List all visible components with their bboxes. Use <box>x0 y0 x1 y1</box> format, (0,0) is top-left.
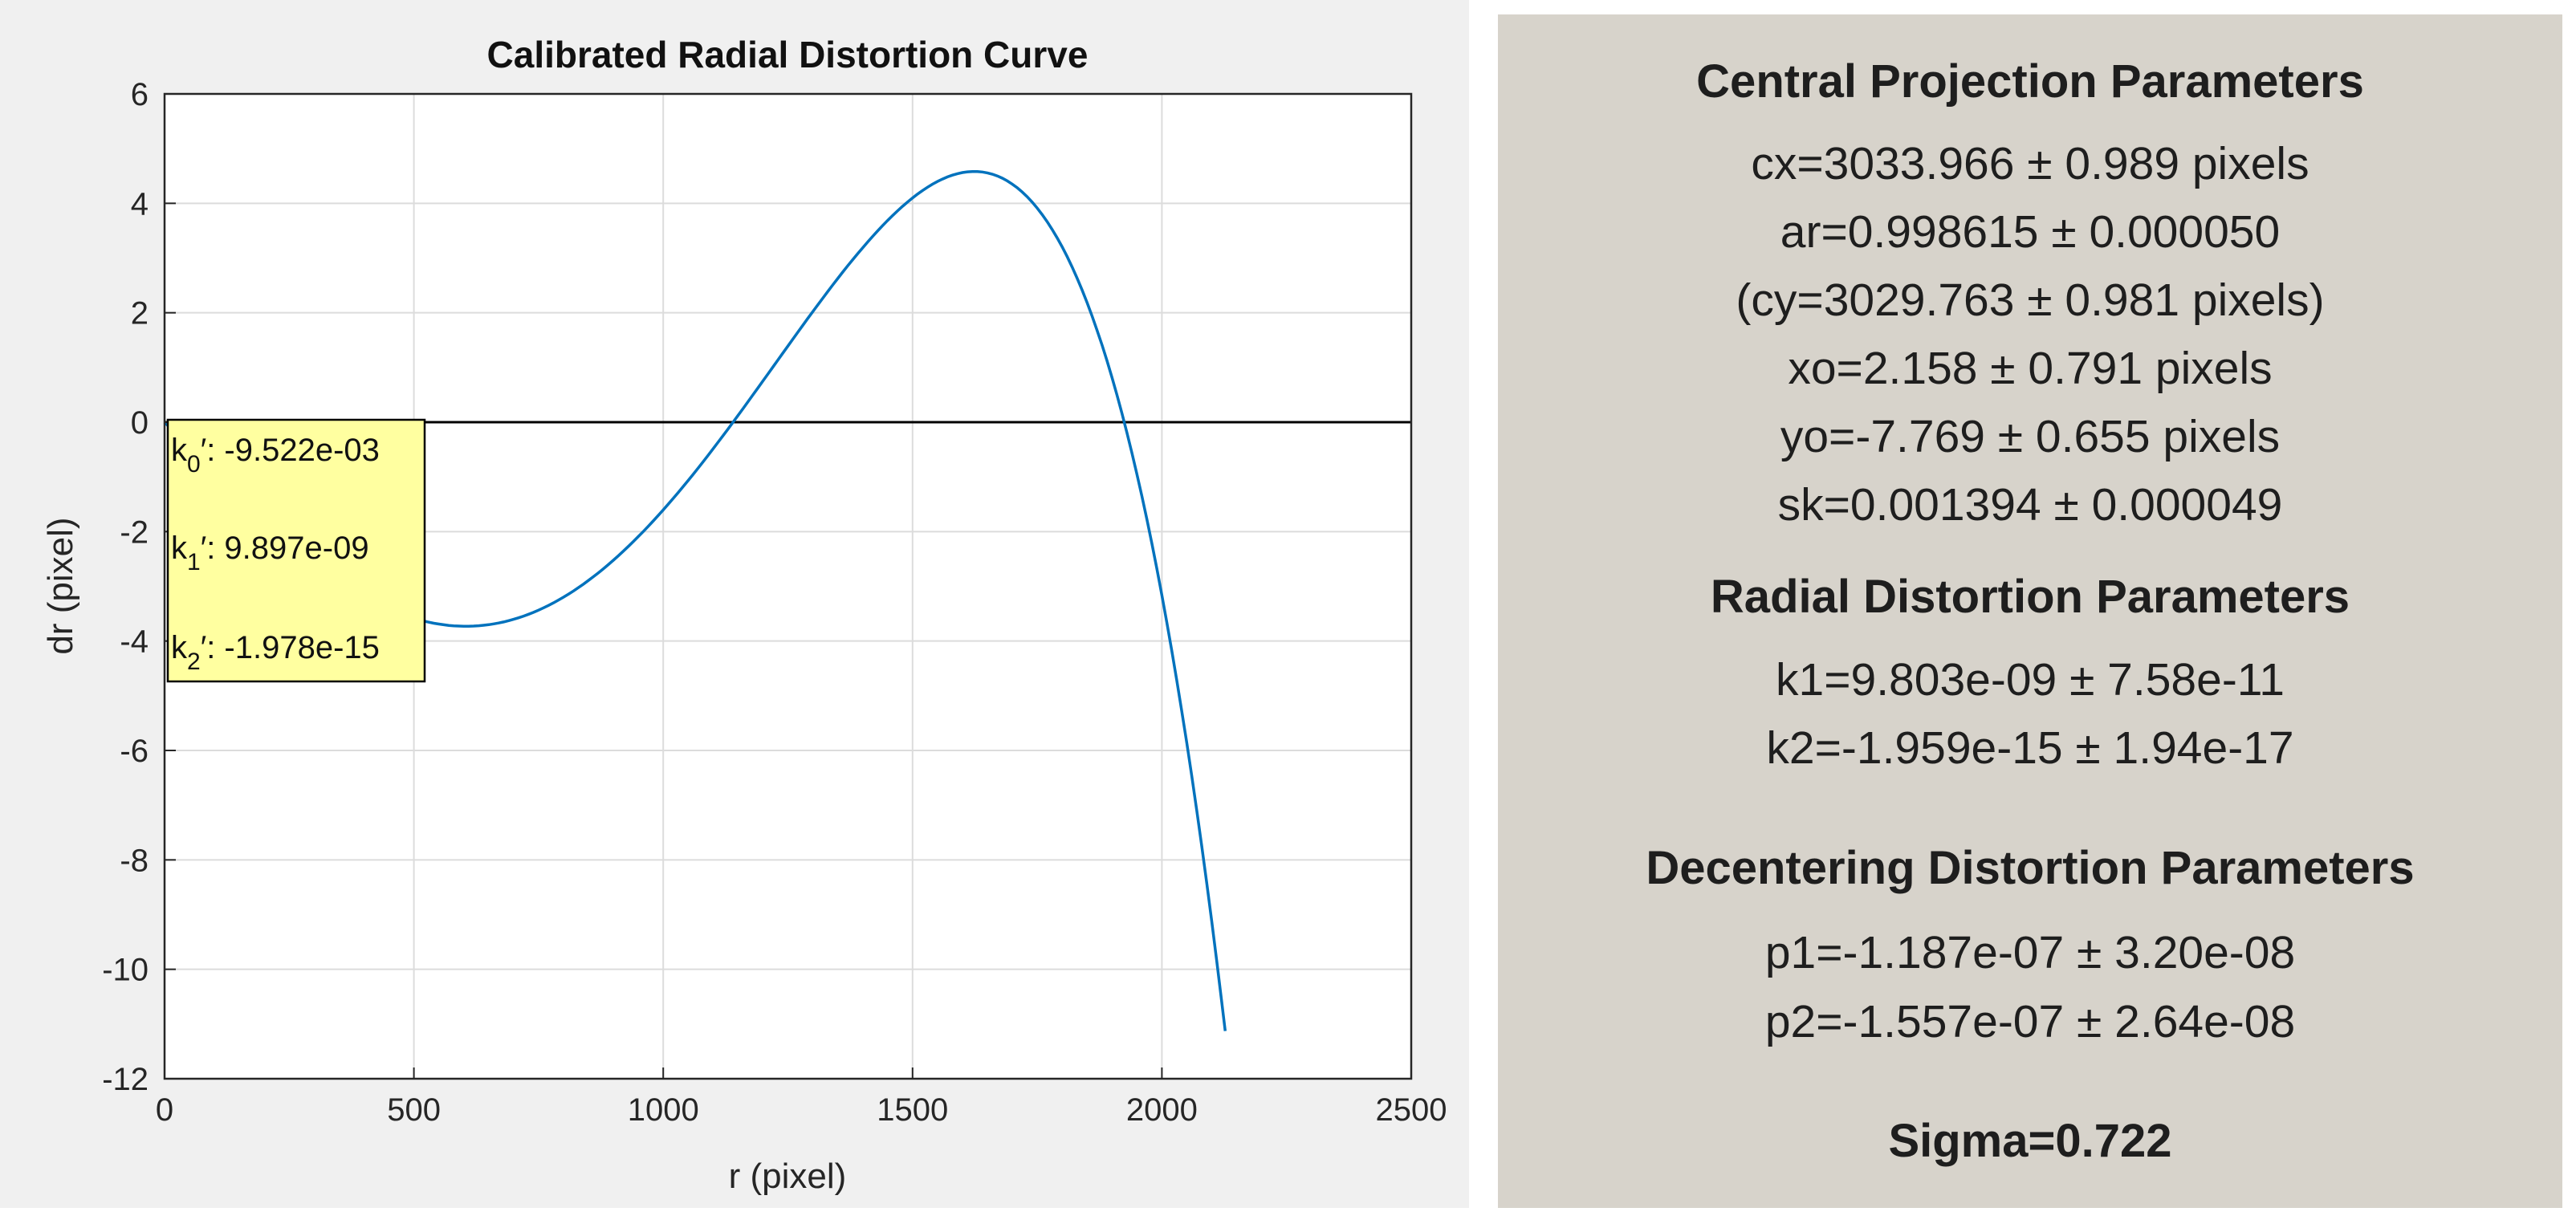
param-cx: cx=3033.966 ± 0.989 pixels <box>1751 138 2309 189</box>
y-tick-label: 2 <box>131 296 149 331</box>
decentering-distortion-heading: Decentering Distortion Parameters <box>1646 842 2415 894</box>
y-tick-label: -4 <box>120 624 149 660</box>
annotation-k2-base: k <box>171 630 188 665</box>
annotation-k1-text: ′: 9.897e-09 <box>201 531 369 566</box>
param-k1: k1=9.803e-09 ± 7.58e-11 <box>1776 654 2285 706</box>
param-ar: ar=0.998615 ± 0.000050 <box>1780 206 2281 258</box>
annotation-k0-text: ′: -9.522e-03 <box>201 433 380 468</box>
parameters-panel: Central Projection Parameters cx=3033.96… <box>1498 14 2562 1208</box>
figure-panel: 0 500 1000 1500 2000 2500 6 4 2 0 -2 -4 -6 -8 -10 -12 k… <box>0 0 1469 1208</box>
y-axis-label: dr (pixel) <box>41 517 80 654</box>
param-cy: (cy=3029.763 ± 0.981 pixels) <box>1736 274 2325 326</box>
param-p1: p1=-1.187e-07 ± 3.20e-08 <box>1764 927 2296 978</box>
annotation-k0-sub: 0 <box>187 451 201 478</box>
y-tick-label: -6 <box>120 734 149 769</box>
annotation-k2-sub: 2 <box>187 649 201 675</box>
param-sk: sk=0.001394 ± 0.000049 <box>1777 479 2283 531</box>
param-p2: p2=-1.557e-07 ± 2.64e-08 <box>1764 996 2296 1047</box>
param-xo: xo=2.158 ± 0.791 pixels <box>1788 343 2273 394</box>
x-tick-label: 1000 <box>628 1092 699 1128</box>
sigma-value: Sigma=0.722 <box>1888 1115 2172 1167</box>
chart-title: Calibrated Radial Distortion Curve <box>487 34 1089 75</box>
plot-border <box>163 92 1413 1080</box>
x-tick-label: 1500 <box>877 1092 948 1128</box>
x-tick-label: 2000 <box>1126 1092 1198 1128</box>
x-axis-label: r (pixel) <box>729 1157 847 1196</box>
annotation-k1: k1′: 9.897e-09 <box>171 531 369 575</box>
y-tick-label: 0 <box>131 405 149 441</box>
annotation-k0: k0′: -9.522e-03 <box>171 433 380 478</box>
param-yo: yo=-7.769 ± 0.655 pixels <box>1780 411 2281 462</box>
annotation-box: k0′: -9.522e-03 k1′: 9.897e-09 k2′: -1.9… <box>166 418 426 683</box>
ticks: 0 500 1000 1500 2000 2500 6 4 2 0 -2 -4 -6 -8 -10 -12 <box>102 77 1447 1128</box>
y-tick-label: -12 <box>102 1062 149 1097</box>
y-tick-label: -2 <box>120 514 149 550</box>
radial-distortion-chart: 0 500 1000 1500 2000 2500 6 4 2 0 -2 -4 -6 -8 -10 -12 k… <box>41 34 1447 1196</box>
annotation-k1-base: k <box>171 531 188 566</box>
x-tick-label: 0 <box>156 1092 173 1128</box>
annotation-k2-text: ′: -1.978e-15 <box>201 630 380 665</box>
central-projection-heading: Central Projection Parameters <box>1696 55 2364 108</box>
y-tick-label: -8 <box>120 843 149 878</box>
x-tick-label: 500 <box>387 1092 441 1128</box>
radial-distortion-heading: Radial Distortion Parameters <box>1710 571 2350 623</box>
y-tick-label: -10 <box>102 953 149 988</box>
annotation-box-background <box>166 418 426 683</box>
y-tick-label: 4 <box>131 186 149 222</box>
y-tick-label: 6 <box>131 77 149 112</box>
param-k2: k2=-1.959e-15 ± 1.94e-17 <box>1766 722 2294 774</box>
annotation-k1-sub: 1 <box>187 549 201 575</box>
annotation-k2: k2′: -1.978e-15 <box>171 630 380 675</box>
annotation-k0-base: k <box>171 433 188 468</box>
x-tick-label: 2500 <box>1376 1092 1447 1128</box>
